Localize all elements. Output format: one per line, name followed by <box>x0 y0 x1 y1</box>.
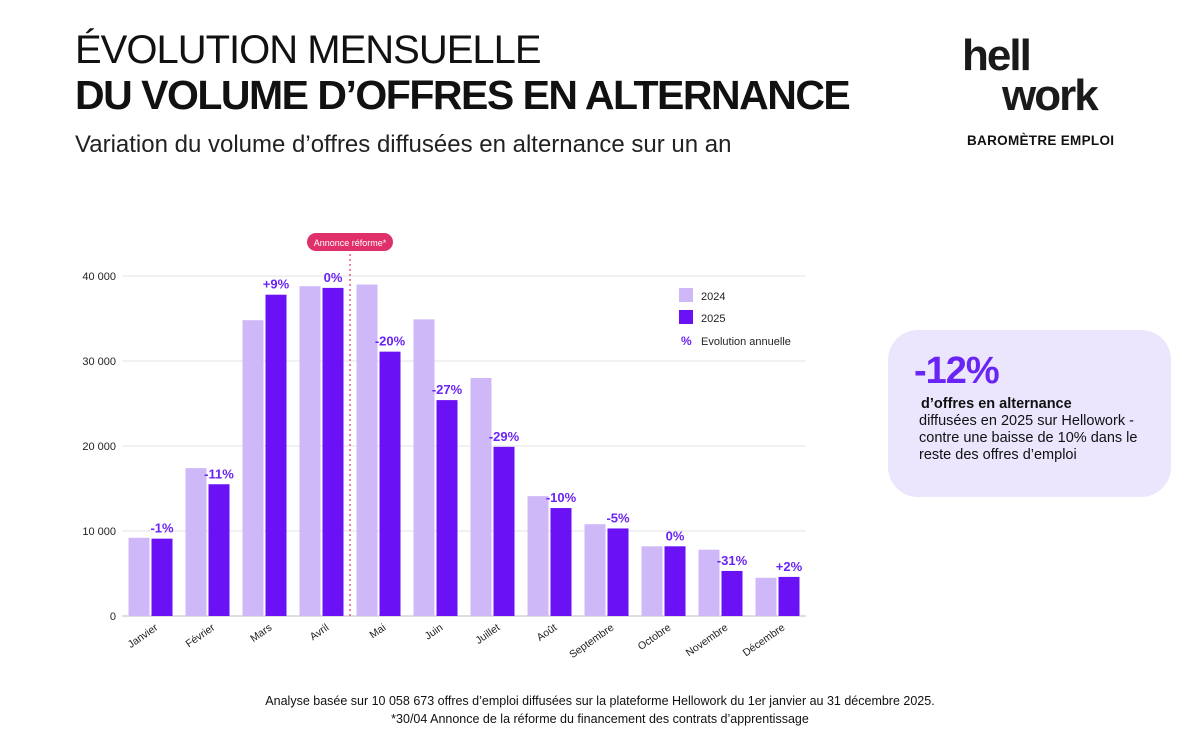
bar-2025 <box>436 400 458 616</box>
y-tick-label: 40 000 <box>82 271 116 283</box>
x-tick-label: Mars <box>248 622 274 645</box>
evolution-label: 0% <box>324 270 343 285</box>
x-tick-label: Février <box>184 621 218 650</box>
evolution-label: -10% <box>546 490 577 505</box>
bar-2024 <box>470 378 492 616</box>
evolution-label: -27% <box>432 382 463 397</box>
legend-label-2024: 2024 <box>701 291 725 303</box>
callout-card: -12% d’offres en alternance diffusées en… <box>888 330 1171 497</box>
bar-2024 <box>698 549 720 616</box>
bar-2024 <box>128 537 150 616</box>
evolution-label: +2% <box>776 559 803 574</box>
evolution-label: -31% <box>717 553 748 568</box>
legend-swatch-2024 <box>679 288 693 302</box>
bar-2024 <box>185 468 207 616</box>
evolution-label: -5% <box>606 510 630 525</box>
bar-2025 <box>721 570 743 616</box>
x-tick-label: Novembre <box>684 622 731 660</box>
subtitle: Variation du volume d’offres diffusées e… <box>75 131 732 158</box>
callout-value: -12% <box>914 350 1000 392</box>
logo-word-work: work <box>1002 71 1099 120</box>
title-line-1: ÉVOLUTION MENSUELLE <box>75 28 542 72</box>
title-line-2: DU VOLUME D’OFFRES EN ALTERNANCE <box>75 72 851 118</box>
y-tick-label: 0 <box>110 611 116 623</box>
y-tick-label: 30 000 <box>82 356 116 368</box>
logo-word-hell: hell <box>962 31 1032 80</box>
bar-2025 <box>322 287 344 616</box>
bar-2025 <box>664 546 686 616</box>
bar-2025 <box>151 538 173 616</box>
x-tick-label: Septembre <box>567 622 616 661</box>
bar-2024 <box>527 496 549 616</box>
reform-marker-label: Annonce réforme* <box>314 238 387 248</box>
logo-tagline: BAROMÈTRE EMPLOI <box>967 133 1115 148</box>
bar-2025 <box>493 446 515 616</box>
footnote-reform: *30/04 Annonce de la réforme du financem… <box>391 712 809 726</box>
bar-2025 <box>265 294 287 616</box>
evolution-label: -11% <box>204 466 234 481</box>
bar-2024 <box>242 320 264 616</box>
bar-2024 <box>755 577 777 616</box>
evolution-label: 0% <box>666 528 685 543</box>
legend-evolution-symbol: % <box>681 334 692 348</box>
x-tick-label: Octobre <box>636 622 674 653</box>
bar-2024 <box>641 546 663 616</box>
bar-2025 <box>778 576 800 616</box>
legend-swatch-2025 <box>679 310 693 324</box>
callout-bold-text: d’offres en alternance <box>921 396 1072 412</box>
evolution-label: -20% <box>375 334 406 349</box>
bar-2024 <box>356 284 378 616</box>
y-tick-label: 10 000 <box>82 526 116 538</box>
reform-marker-badge <box>307 233 393 251</box>
bar-2024 <box>584 524 606 616</box>
x-tick-label: Avril <box>308 622 331 643</box>
bar-2025 <box>550 508 572 616</box>
legend-evolution-label: Evolution annuelle <box>701 336 791 348</box>
y-tick-label: 20 000 <box>82 441 116 453</box>
evolution-label: +9% <box>263 277 290 292</box>
bar-2025 <box>208 484 230 616</box>
x-tick-label: Août <box>535 622 560 644</box>
evolution-label: -29% <box>489 429 520 444</box>
bar-2024 <box>299 286 321 616</box>
bar-2025 <box>379 351 401 616</box>
footnote-analysis: Analyse basée sur 10 058 673 offres d’em… <box>265 694 935 708</box>
bar-2024 <box>413 319 435 616</box>
x-tick-label: Janvier <box>126 621 161 651</box>
x-tick-label: Juin <box>423 622 446 643</box>
callout-text: diffusées en 2025 sur Hellowork - contre… <box>919 413 1138 463</box>
bar-2025 <box>607 528 629 616</box>
evolution-label: -1% <box>150 521 174 536</box>
x-tick-label: Décembre <box>741 622 788 660</box>
legend-label-2025: 2025 <box>701 313 725 325</box>
hellowork-logo: hell work <box>962 31 1132 120</box>
x-tick-label: Mai <box>367 622 388 642</box>
x-tick-label: Juillet <box>473 622 502 647</box>
